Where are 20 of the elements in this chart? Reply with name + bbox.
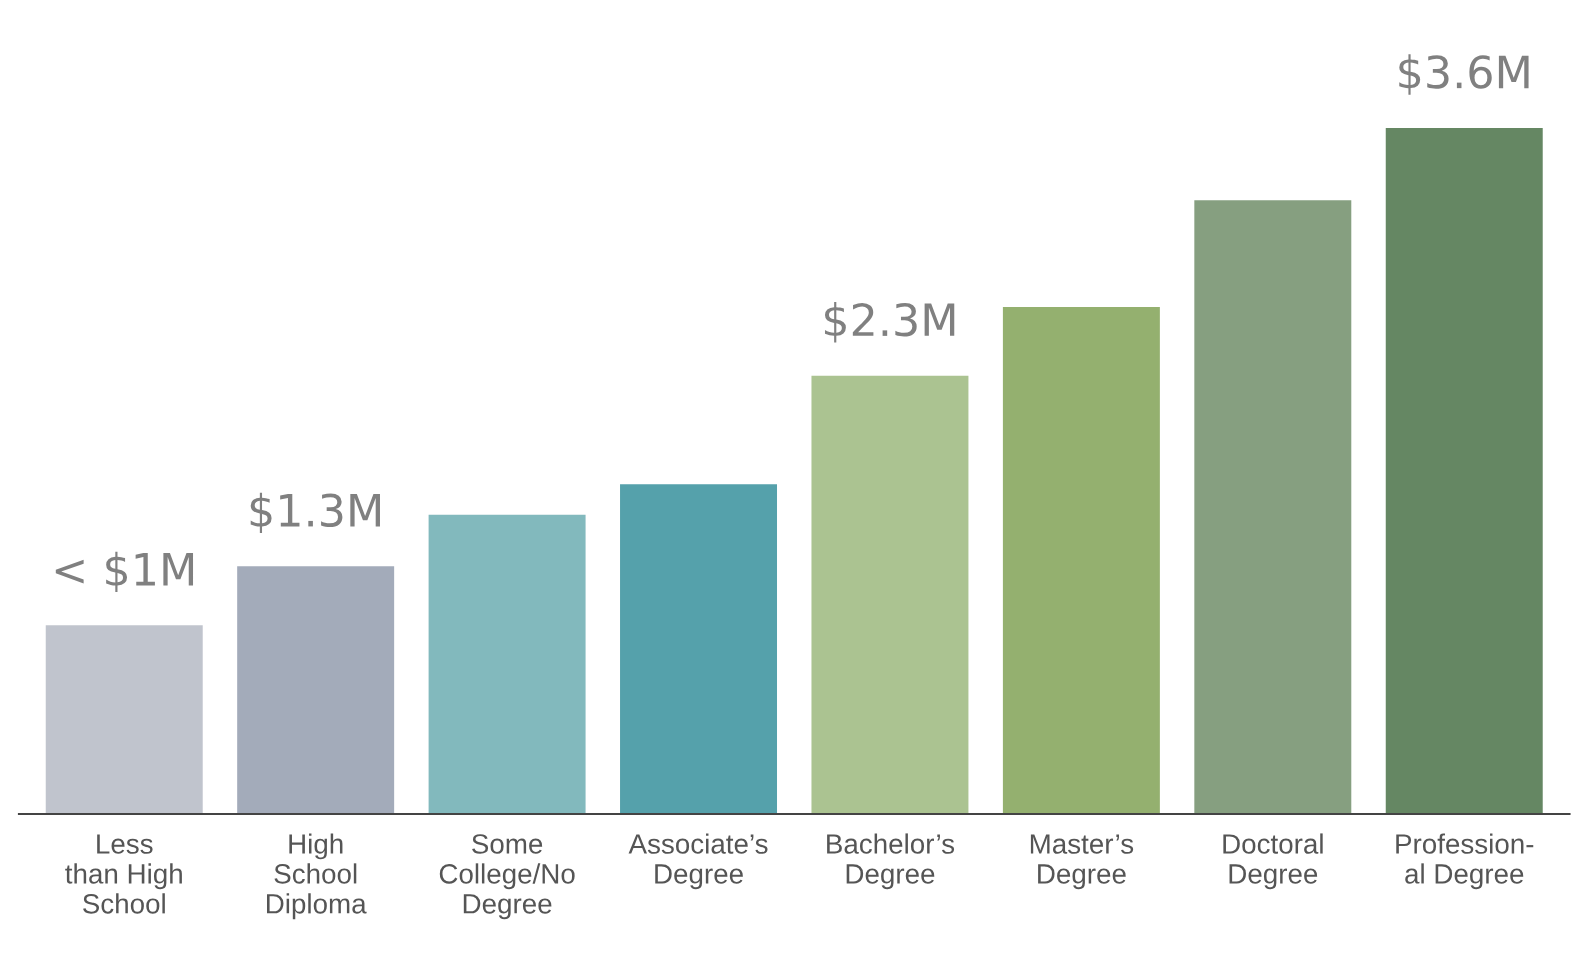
- x-tick-label: Profession- al Degree: [1396, 833, 1534, 890]
- x-tick-label: Some College/No Degree: [439, 834, 575, 920]
- x-tick-label: Master’s Degree: [1030, 834, 1134, 890]
- x-tick-label: Associate’s Degree: [628, 833, 768, 890]
- x-tick-label: High School Diploma: [267, 833, 367, 920]
- bar: [1385, 127, 1543, 814]
- x-tick-label: Less than High School: [65, 834, 182, 914]
- data-label: $2.3M: [824, 302, 955, 343]
- bar: [620, 484, 778, 814]
- x-tick-label: Doctoral Degree: [1223, 833, 1323, 890]
- bar: [45, 625, 203, 814]
- x-tick-label: Bachelor’s Degree: [827, 833, 955, 890]
- bar: [428, 514, 586, 814]
- data-label: $1.3M: [250, 492, 380, 533]
- bar: [811, 375, 969, 814]
- bar: [1002, 307, 1160, 814]
- bar: [1194, 200, 1352, 814]
- data-label: $3.6M: [1399, 54, 1529, 95]
- data-label: < $1M: [55, 551, 194, 593]
- bar: [237, 566, 395, 814]
